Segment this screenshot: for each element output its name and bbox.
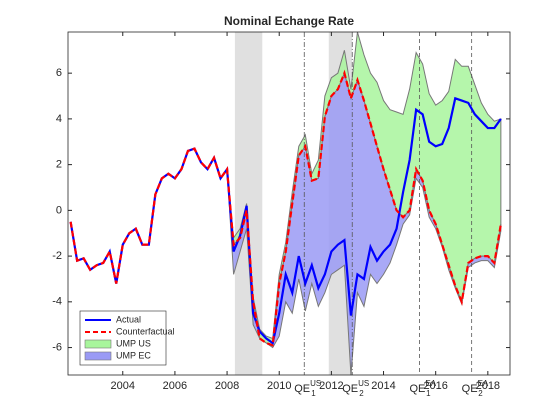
x-tick-label: 2012 — [319, 380, 343, 392]
legend-label: UMP US — [116, 338, 151, 348]
legend-label: Actual — [116, 314, 141, 324]
chart-title: Nominal Echange Rate — [224, 14, 354, 28]
event-label: QEEA 1 — [410, 379, 437, 398]
event-label-base: QE — [294, 383, 310, 395]
y-tick-label: 0 — [56, 204, 62, 216]
legend-label: Counterfactual — [116, 326, 175, 336]
event-label-sup: US — [358, 379, 369, 388]
y-tick-label: -2 — [52, 250, 62, 262]
event-label-sup: US — [310, 379, 321, 388]
legend-label: UMP EC — [116, 350, 151, 360]
event-label: QEUS 1 — [294, 379, 321, 398]
y-tick-label: 2 — [56, 159, 62, 171]
event-label-sub: 1 — [426, 389, 431, 398]
event-label-base: QE — [462, 383, 478, 395]
x-tick-label: 2010 — [267, 380, 291, 392]
event-label: QEUS 2 — [342, 379, 369, 398]
event-label-sub: 1 — [311, 389, 316, 398]
axes-box — [67, 31, 511, 376]
y-tick-label: -6 — [52, 341, 62, 353]
event-label-sub: 2 — [478, 389, 483, 398]
legend-swatch — [84, 351, 112, 361]
event-label-sup: EA — [425, 379, 436, 388]
event-label-sup: EA — [478, 379, 489, 388]
y-tick-label: 6 — [56, 67, 62, 79]
y-tick-label: -4 — [52, 296, 62, 308]
x-tick-label: 2008 — [215, 380, 239, 392]
x-tick-label: 2006 — [163, 380, 187, 392]
x-tick-label: 2016 — [423, 380, 447, 392]
event-label-base: QE — [342, 383, 358, 395]
legend-swatch — [84, 339, 112, 349]
event-label: QEEA 2 — [462, 379, 489, 398]
line — [69, 69, 502, 347]
x-tick-label: 2014 — [371, 380, 395, 392]
event-label-base: QE — [410, 383, 426, 395]
x-tick-label: 2018 — [476, 380, 500, 392]
plot — [69, 32, 502, 375]
event-label-sub: 2 — [359, 389, 364, 398]
y-tick-label: 4 — [56, 113, 62, 125]
x-tick-label: 2004 — [111, 380, 135, 392]
